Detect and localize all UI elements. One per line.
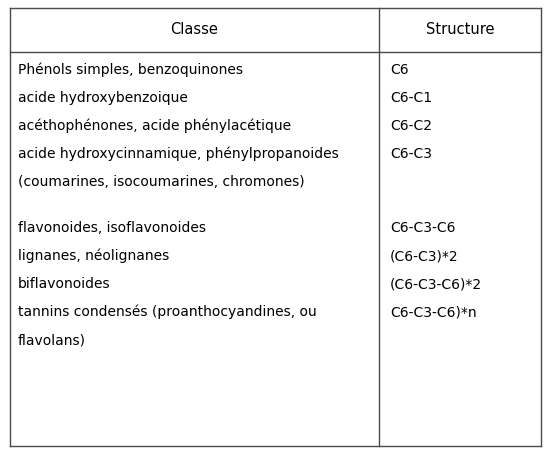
Text: Structure: Structure: [426, 23, 494, 38]
Text: acide hydroxybenzoique: acide hydroxybenzoique: [18, 91, 188, 105]
Text: flavonoides, isoflavonoides: flavonoides, isoflavonoides: [18, 221, 206, 235]
Text: acide hydroxycinnamique, phénylpropanoides: acide hydroxycinnamique, phénylpropanoid…: [18, 147, 339, 161]
Text: Phénols simples, benzoquinones: Phénols simples, benzoquinones: [18, 63, 243, 77]
Text: lignanes, néolignanes: lignanes, néolignanes: [18, 249, 169, 263]
Text: C6: C6: [390, 63, 409, 77]
Text: C6-C3: C6-C3: [390, 147, 432, 161]
Text: flavolans): flavolans): [18, 333, 86, 347]
Text: C6-C3-C6)*n: C6-C3-C6)*n: [390, 305, 477, 319]
Text: tannins condensés (proanthocyandines, ou: tannins condensés (proanthocyandines, ou: [18, 305, 317, 319]
Text: acéthophénones, acide phénylacétique: acéthophénones, acide phénylacétique: [18, 119, 291, 133]
Text: (coumarines, isocoumarines, chromones): (coumarines, isocoumarines, chromones): [18, 175, 305, 189]
Text: biflavonoides: biflavonoides: [18, 277, 111, 291]
Text: C6-C2: C6-C2: [390, 119, 432, 133]
Text: C6-C3-C6: C6-C3-C6: [390, 221, 456, 235]
Text: Classe: Classe: [171, 23, 218, 38]
Text: (C6-C3-C6)*2: (C6-C3-C6)*2: [390, 277, 482, 291]
Text: C6-C1: C6-C1: [390, 91, 432, 105]
Text: (C6-C3)*2: (C6-C3)*2: [390, 249, 458, 263]
